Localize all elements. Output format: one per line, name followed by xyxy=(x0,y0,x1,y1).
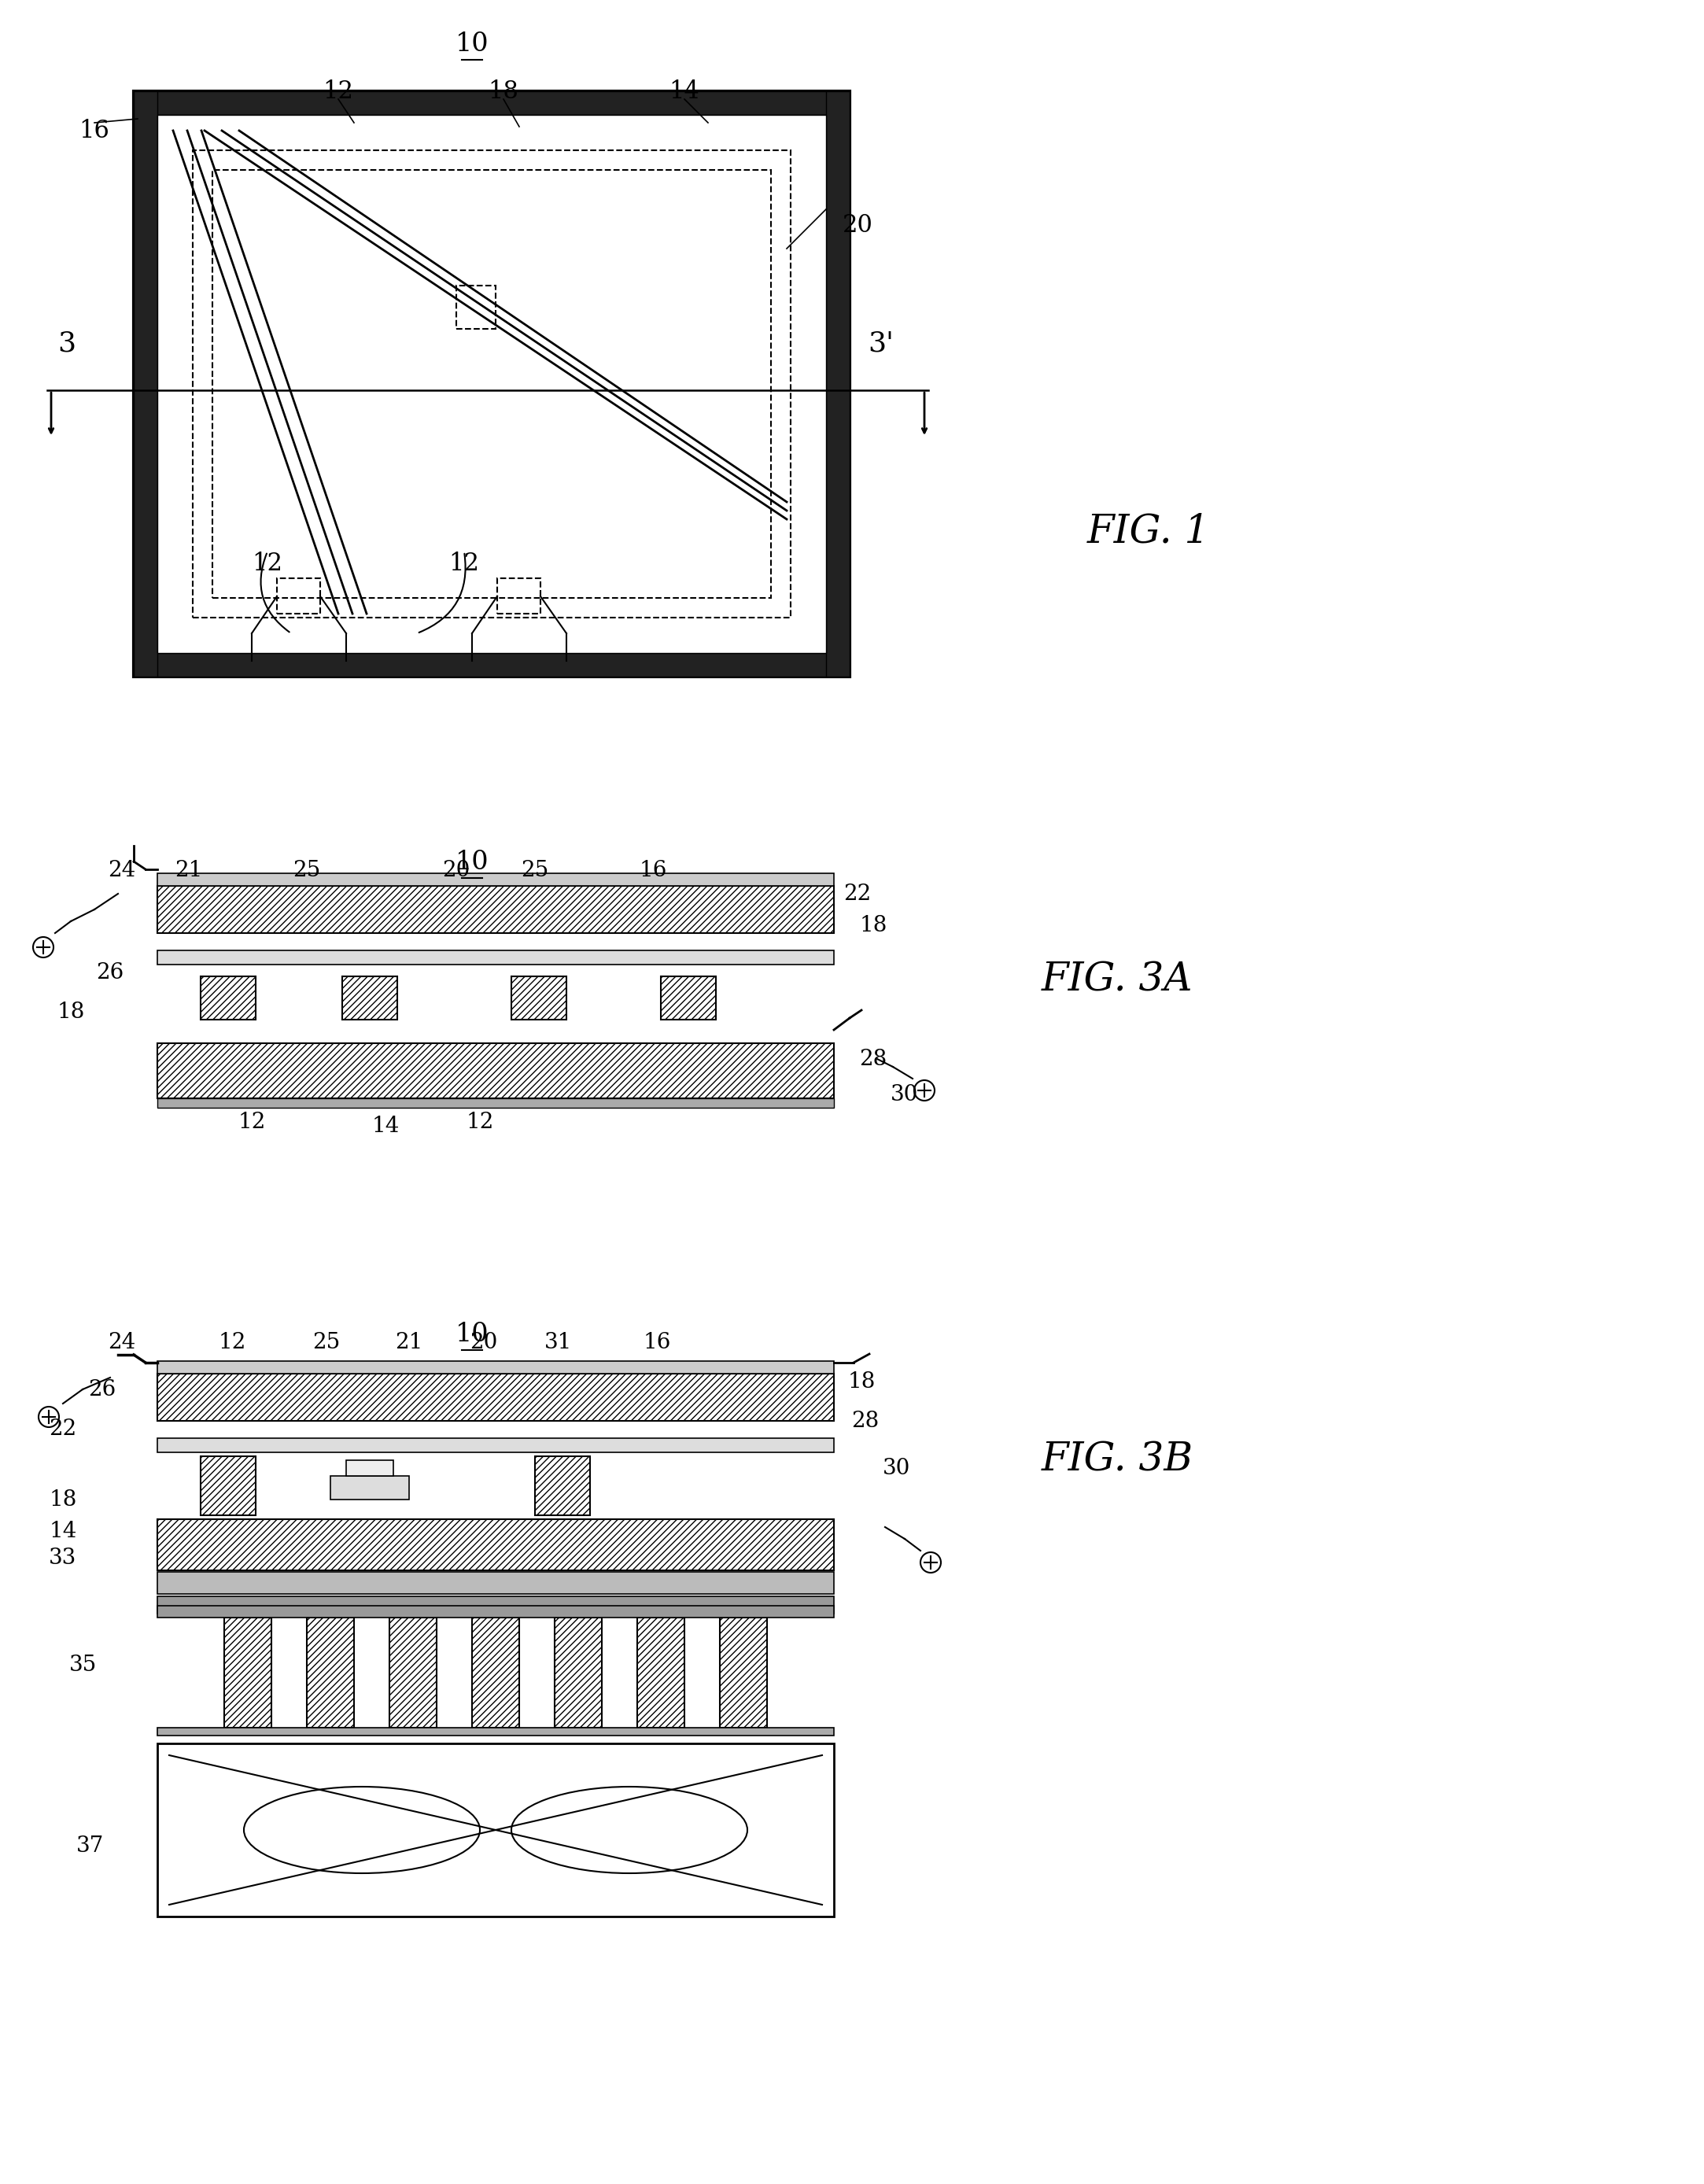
Text: 22: 22 xyxy=(49,1417,77,1439)
Bar xyxy=(157,116,826,653)
Bar xyxy=(157,887,833,933)
Bar xyxy=(201,1457,256,1516)
Bar xyxy=(157,1374,833,1422)
Bar xyxy=(157,1743,833,1918)
Bar xyxy=(157,1728,833,1736)
Text: 3: 3 xyxy=(58,330,77,356)
Text: 12: 12 xyxy=(448,550,479,577)
Text: 18: 18 xyxy=(847,1372,876,1391)
Text: 16: 16 xyxy=(639,860,666,880)
Bar xyxy=(307,1618,354,1728)
Text: 14: 14 xyxy=(49,1520,77,1542)
Bar xyxy=(637,1618,685,1728)
Text: 30: 30 xyxy=(891,1083,918,1105)
Text: 18: 18 xyxy=(56,1000,85,1022)
Text: FIG. 3A: FIG. 3A xyxy=(1041,961,1193,1000)
Text: 33: 33 xyxy=(49,1548,77,1568)
Bar xyxy=(157,1572,833,1594)
Bar xyxy=(343,976,397,1020)
Text: 12: 12 xyxy=(465,1112,494,1133)
Bar xyxy=(133,653,850,677)
Text: 25: 25 xyxy=(293,860,320,880)
Ellipse shape xyxy=(244,1787,481,1874)
Bar xyxy=(225,1618,271,1728)
Bar xyxy=(133,92,157,677)
Text: 10: 10 xyxy=(455,1321,489,1348)
Bar xyxy=(133,92,850,116)
Text: 16: 16 xyxy=(78,118,109,142)
Text: 18: 18 xyxy=(489,79,518,103)
Bar xyxy=(157,1520,833,1570)
Ellipse shape xyxy=(511,1787,748,1874)
Bar xyxy=(331,1476,409,1500)
Text: 18: 18 xyxy=(859,915,888,935)
Text: 24: 24 xyxy=(107,860,136,880)
Bar xyxy=(133,92,850,677)
Bar xyxy=(457,286,496,330)
Text: 24: 24 xyxy=(107,1332,136,1352)
Bar xyxy=(157,1597,833,1614)
Bar xyxy=(278,579,320,614)
Text: 37: 37 xyxy=(77,1835,104,1856)
Text: 25: 25 xyxy=(521,860,549,880)
Text: 20: 20 xyxy=(470,1332,498,1352)
Text: 12: 12 xyxy=(239,1112,266,1133)
Text: 20: 20 xyxy=(443,860,470,880)
Text: 21: 21 xyxy=(395,1332,423,1352)
Bar xyxy=(157,1099,833,1107)
Bar xyxy=(157,950,833,965)
Text: 12: 12 xyxy=(218,1332,245,1352)
Text: 14: 14 xyxy=(670,79,700,103)
Text: FIG. 1: FIG. 1 xyxy=(1087,513,1210,550)
Bar xyxy=(719,1618,767,1728)
Bar xyxy=(498,579,540,614)
Bar xyxy=(346,1461,394,1476)
Bar xyxy=(390,1618,436,1728)
Bar xyxy=(157,1439,833,1452)
Bar xyxy=(201,976,256,1020)
Text: 16: 16 xyxy=(642,1332,671,1352)
Text: 20: 20 xyxy=(842,212,872,238)
Bar xyxy=(157,1361,833,1374)
Text: 3': 3' xyxy=(867,330,895,356)
Text: 10: 10 xyxy=(455,31,489,57)
Bar xyxy=(213,170,770,598)
Text: FIG. 3B: FIG. 3B xyxy=(1041,1441,1193,1479)
Text: 31: 31 xyxy=(545,1332,573,1352)
Bar xyxy=(661,976,716,1020)
Text: 22: 22 xyxy=(843,882,871,904)
Text: 18: 18 xyxy=(49,1489,77,1509)
Text: 12: 12 xyxy=(324,79,354,103)
Bar xyxy=(826,92,850,677)
Bar xyxy=(472,1618,520,1728)
Bar xyxy=(193,151,791,618)
Text: 26: 26 xyxy=(89,1378,116,1400)
Text: 26: 26 xyxy=(95,961,124,983)
Text: 12: 12 xyxy=(252,550,283,577)
Text: 14: 14 xyxy=(371,1116,399,1136)
Bar xyxy=(157,1605,833,1618)
Bar xyxy=(535,1457,590,1516)
Bar xyxy=(157,1044,833,1099)
Text: 10: 10 xyxy=(455,850,489,876)
Text: 28: 28 xyxy=(859,1048,888,1070)
Bar xyxy=(511,976,566,1020)
Text: 35: 35 xyxy=(68,1653,97,1675)
Text: 21: 21 xyxy=(176,860,203,880)
Text: 25: 25 xyxy=(312,1332,341,1352)
Bar xyxy=(554,1618,602,1728)
Bar xyxy=(157,874,833,887)
Text: 28: 28 xyxy=(852,1411,879,1431)
Text: 30: 30 xyxy=(883,1457,910,1479)
